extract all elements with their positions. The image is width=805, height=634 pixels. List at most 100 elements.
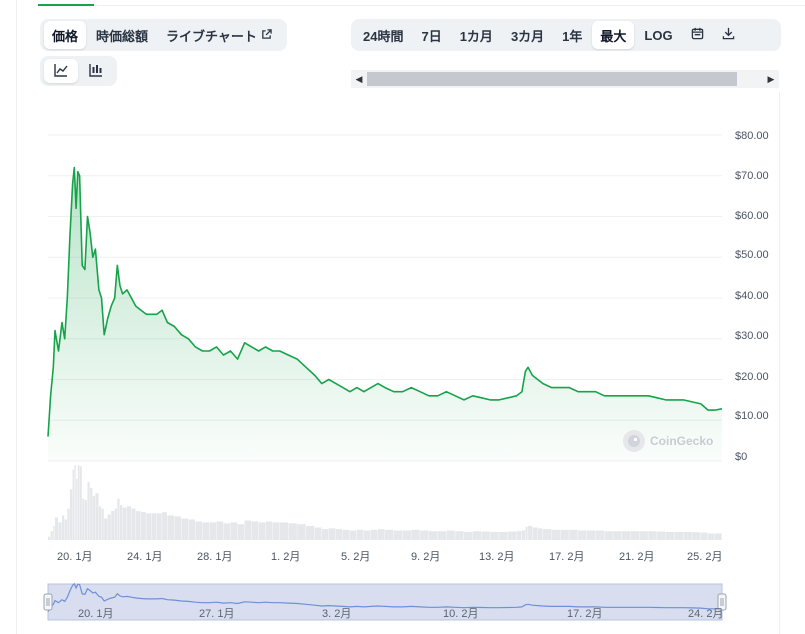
- volume-bar: [560, 529, 569, 540]
- volume-bar: [595, 530, 605, 540]
- volume-bar: [74, 465, 76, 540]
- volume-bar: [167, 515, 174, 540]
- volume-bar: [107, 514, 111, 540]
- volume-bar: [141, 512, 146, 540]
- range-max-button[interactable]: 最大: [592, 21, 635, 49]
- scroll-right-arrow-icon[interactable]: ▶: [767, 73, 775, 84]
- volume-bar: [98, 506, 102, 540]
- volume-bar: [72, 469, 74, 540]
- volume-bar: [95, 493, 99, 540]
- volume-bar: [542, 529, 552, 540]
- range-7d-button[interactable]: 7日: [421, 28, 442, 44]
- volume-bar: [411, 529, 420, 540]
- scroll-left-arrow-icon[interactable]: ◀: [355, 73, 363, 84]
- volume-bar: [55, 517, 59, 540]
- volume-bar: [288, 523, 297, 540]
- navigator-tick-label: 20. 1月: [78, 608, 114, 620]
- navigator-left-handle[interactable]: [43, 593, 53, 611]
- volume-bar: [181, 518, 189, 540]
- volume-bar: [707, 533, 715, 540]
- navigator-tick-label: 27. 1月: [199, 608, 235, 620]
- y-tick-label: $40.00: [735, 290, 769, 302]
- navigator-tick-label: 24. 2月: [688, 608, 724, 620]
- volume-bar: [117, 498, 120, 540]
- log-scale-button[interactable]: LOG: [644, 27, 673, 43]
- y-tick-label: $50.00: [735, 249, 769, 261]
- volume-bar: [67, 508, 70, 540]
- volume-bar: [64, 519, 67, 540]
- navigator-window: [47, 583, 723, 621]
- tab-market-cap[interactable]: 時価総額: [96, 28, 149, 44]
- volume-bar: [321, 529, 329, 540]
- navigator-tick-label: 3. 2月: [322, 608, 352, 620]
- volume-bar: [377, 529, 385, 540]
- volume-bar: [151, 513, 157, 540]
- download-icon: [722, 27, 735, 43]
- range-24h-button[interactable]: 24時間: [363, 28, 404, 44]
- volume-bar: [58, 522, 62, 540]
- x-tick-label: 13. 2月: [479, 551, 515, 563]
- candlestick-chart-button[interactable]: [80, 59, 114, 83]
- download-button[interactable]: [714, 21, 743, 49]
- scrollbar-thumb[interactable]: [367, 72, 737, 86]
- volume-bar: [126, 506, 131, 540]
- volume-bar: [244, 520, 252, 540]
- volume-bar: [209, 522, 217, 540]
- volume-bar: [328, 528, 336, 540]
- volume-bar: [272, 522, 280, 540]
- volume-bar: [621, 531, 631, 540]
- volume-bar: [306, 525, 315, 540]
- volume-bar: [111, 511, 115, 540]
- volume-bar: [146, 513, 152, 540]
- right-border: [779, 92, 780, 634]
- volume-bar: [630, 531, 640, 540]
- volume-bar: [402, 530, 411, 540]
- navigator-tick-label: 10. 2月: [443, 608, 479, 620]
- volume-bar: [521, 530, 526, 540]
- volume-bar: [237, 524, 245, 540]
- tab-live-chart[interactable]: ライブチャート: [158, 21, 280, 49]
- volume-bar: [279, 522, 289, 540]
- calendar-icon: [691, 27, 704, 43]
- range-3m-button[interactable]: 3カ月: [510, 28, 545, 44]
- line-chart-icon: [54, 63, 68, 80]
- y-tick-label: $80.00: [735, 130, 769, 142]
- navigator-right-handle[interactable]: [717, 593, 727, 611]
- line-chart-button[interactable]: [44, 59, 78, 83]
- coingecko-watermark: CoinGecko: [623, 430, 713, 452]
- horizontal-scrollbar[interactable]: ◀ ▶: [351, 70, 779, 88]
- volume-bar: [104, 518, 108, 540]
- volume-bar: [455, 531, 464, 540]
- volume-bar: [174, 516, 181, 540]
- tab-live-chart-label: ライブチャート: [166, 28, 257, 44]
- page-left-border: [16, 0, 17, 634]
- tab-price[interactable]: 価格: [44, 21, 87, 49]
- date-range-button[interactable]: [683, 21, 712, 49]
- volume-bar: [420, 530, 429, 540]
- volume-bar: [551, 529, 561, 540]
- volume-bar: [700, 532, 708, 540]
- volume-bar: [195, 521, 203, 540]
- y-tick-label: $20.00: [735, 371, 769, 383]
- x-tick-label: 25. 2月: [687, 551, 723, 563]
- external-link-icon: [261, 28, 272, 43]
- volume-bar: [202, 522, 210, 540]
- range-1y-button[interactable]: 1年: [562, 28, 583, 44]
- x-tick-label: 21. 2月: [619, 551, 655, 563]
- x-tick-label: 17. 2月: [549, 551, 585, 563]
- range-1m-button[interactable]: 1カ月: [459, 28, 493, 44]
- volume-bar: [472, 531, 482, 540]
- volume-bar: [648, 531, 657, 540]
- x-tick-label: 1. 2月: [271, 551, 301, 563]
- volume-bar: [525, 526, 528, 540]
- volume-bar: [90, 487, 93, 540]
- volume-bar: [437, 531, 447, 540]
- volume-bar: [342, 529, 350, 540]
- x-tick-label: 20. 1月: [57, 551, 93, 563]
- top-divider: [38, 5, 805, 6]
- navigator-tick-label: 17. 2月: [567, 608, 603, 620]
- volume-bar: [586, 530, 596, 540]
- x-tick-label: 28. 1月: [197, 551, 233, 563]
- volume-bar: [569, 529, 578, 540]
